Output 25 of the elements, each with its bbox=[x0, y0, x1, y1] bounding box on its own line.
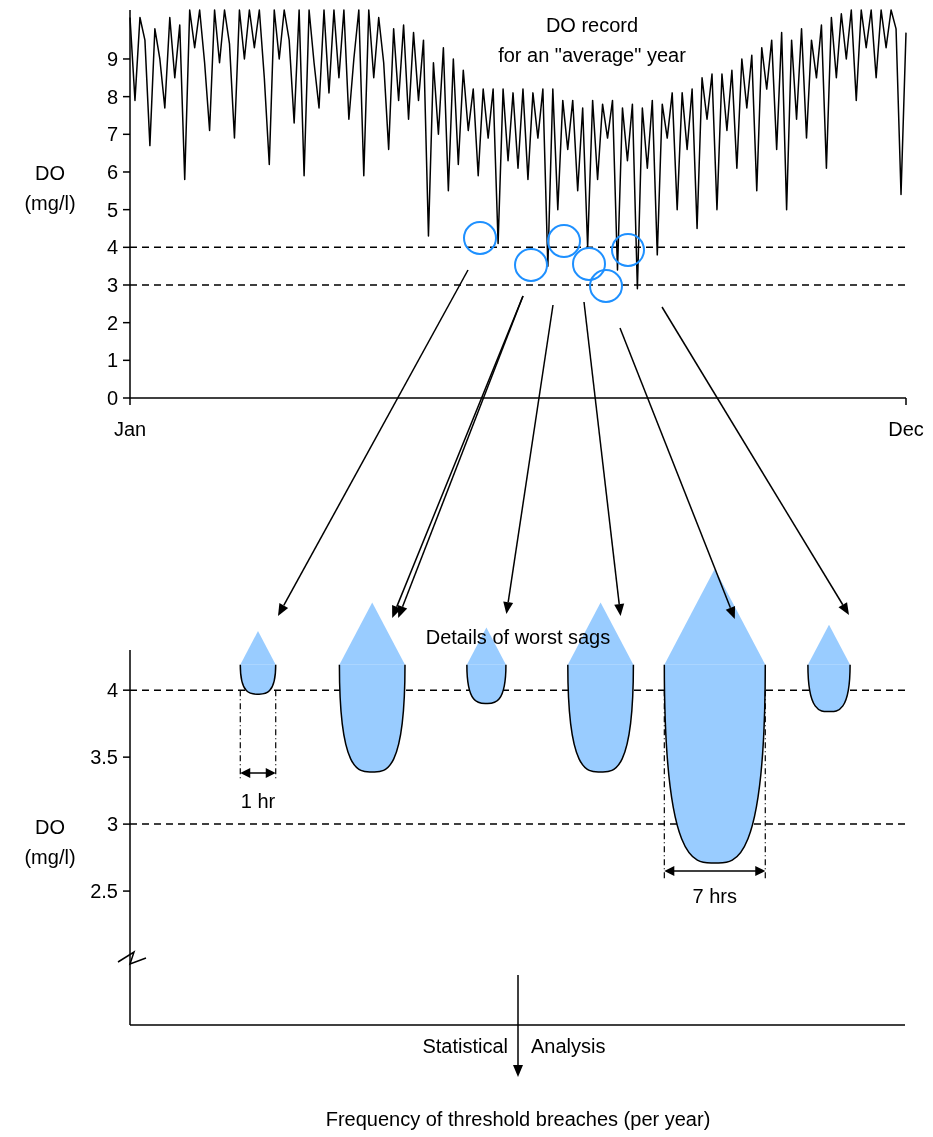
x-tick-label: Dec bbox=[888, 418, 924, 440]
text: Analysis bbox=[531, 1035, 606, 1057]
y-tick-label: 3.5 bbox=[90, 746, 118, 769]
annotation: 7 hrs bbox=[692, 885, 738, 907]
y-tick-label: 0 bbox=[106, 387, 118, 409]
y-tick-label: 7 bbox=[106, 123, 118, 146]
y-axis-title: DO (mg/l) bbox=[24, 162, 76, 214]
y-tick-label: 4 bbox=[106, 679, 118, 702]
text: Statistical bbox=[422, 1035, 508, 1057]
text: DO record for an "average" year bbox=[498, 14, 687, 66]
y-tick-label: 3 bbox=[106, 813, 118, 836]
y-tick-label: 1 bbox=[106, 349, 118, 372]
text: Details of worst sags bbox=[425, 626, 611, 648]
y-tick-label: 5 bbox=[106, 198, 118, 221]
y-tick-label: 2 bbox=[106, 311, 118, 334]
annotation: 1 hr bbox=[240, 790, 276, 812]
y-tick-label: 2.5 bbox=[90, 880, 118, 903]
y-tick-label: 9 bbox=[106, 47, 118, 70]
y-tick-label: 8 bbox=[106, 85, 118, 108]
y-axis-title: DO (mg/l) bbox=[24, 816, 76, 868]
y-tick-label: 4 bbox=[106, 236, 118, 259]
y-tick-label: 6 bbox=[106, 160, 118, 183]
x-tick-label: Jan bbox=[113, 418, 147, 440]
y-tick-label: 3 bbox=[106, 273, 118, 296]
text: Frequency of threshold breaches (per year) bbox=[325, 1108, 711, 1130]
